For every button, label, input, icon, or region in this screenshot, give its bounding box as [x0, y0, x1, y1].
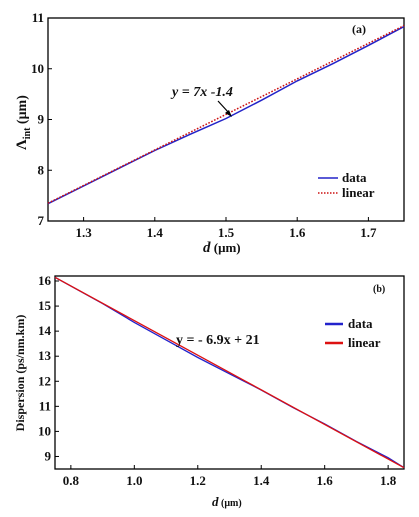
legend-label-linear: linear	[342, 185, 375, 200]
series-group	[54, 276, 405, 469]
annotation-text: y = 7x -1.4	[170, 85, 233, 100]
legend-label-linear: linear	[348, 335, 381, 350]
series-group	[47, 24, 405, 205]
annotation: y = - 6.9x + 21	[176, 333, 260, 348]
y-tick-label: 15	[38, 298, 52, 313]
y-tick-label: 7	[38, 213, 45, 228]
y-tick-label: 13	[38, 348, 52, 363]
y-tick-label: 10	[31, 61, 44, 76]
y-tick-label: 11	[39, 398, 51, 413]
x-tick-label: 1.6	[317, 473, 334, 488]
y-tick-label: 9	[38, 112, 45, 127]
legend: data linear	[325, 316, 381, 350]
y-tick-label: 12	[38, 373, 51, 388]
annotation-text: y = - 6.9x + 21	[176, 333, 260, 348]
series-line-data	[47, 25, 405, 205]
x-axis-label: d (μm)	[203, 240, 241, 256]
x-tick-label: 1.0	[126, 473, 142, 488]
panel-label: (a)	[352, 22, 366, 36]
svg-text:Λint (μm): Λint (μm)	[14, 95, 33, 150]
annotation: y = 7x -1.4	[170, 85, 233, 100]
x-tick-label: 1.3	[75, 225, 92, 240]
x-axis-label: d (μm)	[212, 494, 242, 509]
series-line-linear	[47, 24, 405, 204]
legend-label-data: data	[342, 170, 367, 185]
series-line-linear	[54, 276, 405, 469]
y-axis-symbol: Λ	[14, 139, 30, 150]
y-ticks: 7 8 9 10 11	[31, 10, 52, 228]
y-tick-label: 14	[38, 323, 52, 338]
y-tick-label: 8	[38, 162, 45, 177]
plot-frame	[54, 275, 405, 470]
x-tick-label: 0.8	[63, 473, 80, 488]
annotation-arrow	[217, 100, 232, 117]
y-tick-label: 10	[38, 423, 51, 438]
y-tick-label: 16	[38, 273, 52, 288]
x-tick-label: 1.7	[360, 225, 377, 240]
y-axis-subscript: int	[22, 127, 33, 139]
x-tick-label: 1.6	[289, 225, 306, 240]
legend-label-data: data	[348, 316, 373, 331]
y-tick-label: 11	[32, 10, 44, 25]
x-tick-label: 1.4	[253, 473, 270, 488]
legend: data linear	[318, 170, 375, 200]
panel-b: 9 10 11 12 13 14 15 16 0.8 1.0 1.2 1.4 1.6 1.8 (b) y…	[13, 273, 405, 509]
y-axis-label: Λint (μm)	[14, 95, 33, 150]
y-tick-label: 9	[45, 448, 52, 463]
x-ticks: 0.8 1.0 1.2 1.4 1.6 1.8	[63, 465, 397, 488]
x-tick-label: 1.2	[190, 473, 206, 488]
y-axis-unit: (μm)	[15, 95, 30, 128]
x-tick-label: 1.4	[147, 225, 164, 240]
x-tick-label: 1.8	[380, 473, 397, 488]
panel-label: (b)	[373, 284, 385, 295]
y-axis-label: Dispersion (ps/nm.km)	[13, 315, 27, 432]
x-tick-label: 1.5	[218, 225, 235, 240]
x-ticks: 1.3 1.4 1.5 1.6 1.7	[75, 217, 377, 240]
y-ticks: 9 10 11 12 13 14 15 16	[38, 273, 59, 463]
